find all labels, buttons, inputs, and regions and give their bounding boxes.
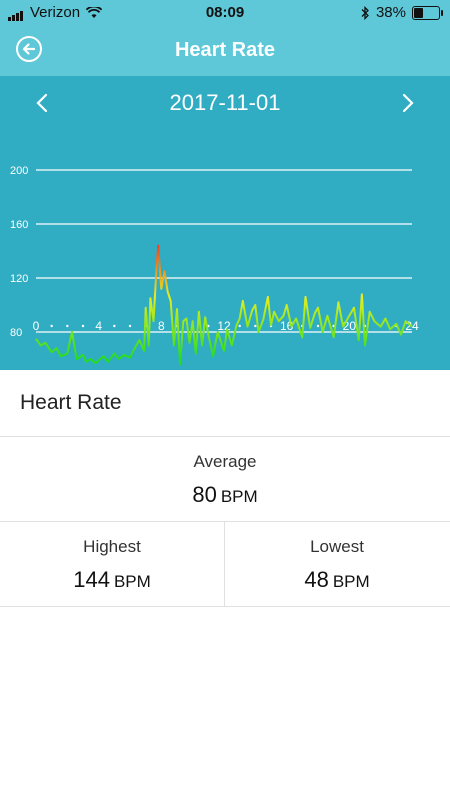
status-bar: Verizon 08:09 38% [0,0,450,26]
clock: 08:09 [205,4,245,21]
back-button[interactable] [16,36,42,62]
x-tick-dot [238,324,241,328]
highest-unit: BPM [113,572,151,591]
carrier-label: Verizon [30,4,81,21]
lowest-stat: Lowest 48 BPM [225,522,449,606]
x-tick-dot [128,324,132,328]
signal-icon [8,4,24,21]
previous-day-button[interactable] [32,92,54,114]
high-low-row: Highest 144 BPM Lowest 48 BPM [0,522,450,607]
battery-icon [412,5,443,20]
bluetooth-icon [361,5,369,20]
y-tick-label: 200 [10,165,28,177]
heart-rate-series-line [35,244,413,366]
lowest-label: Lowest [310,537,364,556]
average-row: Average 80 BPM [0,437,450,522]
average-label: Average [193,452,257,471]
highest-stat: Highest 144 BPM [0,522,225,606]
x-tick-dot [113,324,116,328]
x-tick-label: 4 [95,319,102,333]
highest-label: Highest [83,537,141,556]
page-title: Heart Rate [174,39,276,61]
summary-panel: Heart Rate Average 80 BPM Highest 144 BPM … [0,370,450,607]
x-tick-label: 20 [343,319,357,333]
selected-date[interactable]: 2017-11-01 [169,90,281,115]
x-tick-label: 12 [217,319,231,333]
x-tick-label: 0 [33,319,40,333]
date-navigator: 2017-11-01 [0,90,450,120]
x-tick-dot [81,324,85,328]
wifi-icon [86,6,103,18]
x-tick-dot [66,324,69,328]
summary-section-title: Heart Rate [0,370,450,437]
y-tick-label: 120 [10,273,28,285]
x-tick-label: 8 [158,319,165,333]
average-stat: Average 80 BPM [0,437,450,521]
chart-panel: 2017-11-01 80 120 160 200 0 4 8 12 16 20 24 [0,76,450,370]
battery-percent: 38% [375,4,406,21]
lowest-value: 48 [304,567,329,592]
x-tick-dot [254,324,257,328]
y-tick-label: 160 [10,219,28,231]
back-arrow-icon [22,43,36,55]
next-day-button[interactable] [396,92,418,114]
highest-value: 144 [73,567,110,592]
average-unit: BPM [220,487,258,506]
y-tick-label: 80 [10,327,22,339]
nav-bar: Heart Rate [0,26,450,76]
average-value: 80 [192,482,217,507]
x-tick-dot [50,324,53,328]
x-tick-dot [316,324,320,328]
lowest-unit: BPM [332,572,370,591]
